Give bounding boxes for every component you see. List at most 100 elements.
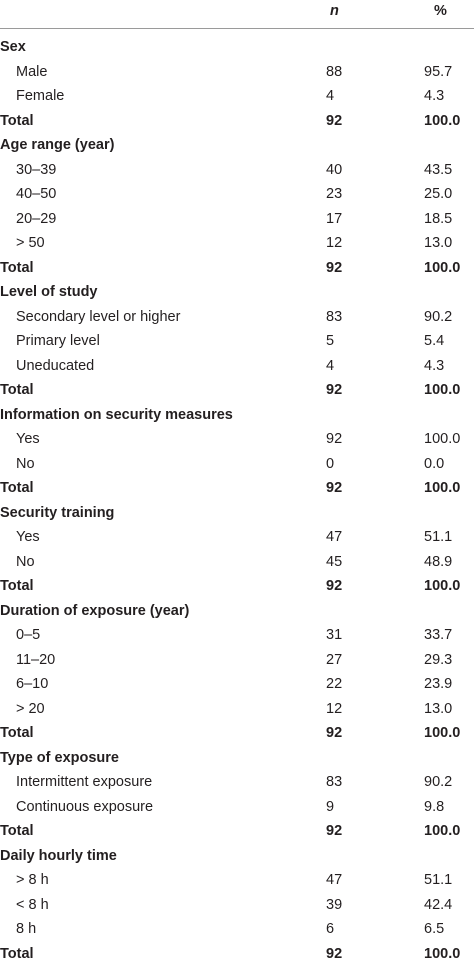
row-label: Secondary level or higher xyxy=(16,308,181,325)
row-label: > 8 h xyxy=(16,872,49,888)
row-n: 27 xyxy=(326,651,343,668)
row-label: Primary level xyxy=(16,333,100,349)
row-pct: 6.5 xyxy=(424,921,445,937)
total-n: 92 xyxy=(326,945,343,962)
data-row: > 8 h 47 51.1 xyxy=(0,868,474,892)
row-pct: 90.2 xyxy=(424,774,453,790)
data-row: Primary level 5 5.4 xyxy=(0,329,474,353)
total-label: Total xyxy=(0,725,34,741)
row-pct: 33.7 xyxy=(424,627,453,643)
row-pct: 0.0 xyxy=(424,455,445,472)
data-row: No 45 48.9 xyxy=(0,550,474,574)
total-row: Total 92 100.0 xyxy=(0,574,474,598)
total-label: Total xyxy=(0,259,34,276)
section-title: Information on security measures xyxy=(0,406,233,423)
row-pct: 5.4 xyxy=(424,333,445,349)
row-pct: 23.9 xyxy=(424,676,453,692)
row-pct: 43.5 xyxy=(424,161,453,178)
row-label: 20–29 xyxy=(16,210,57,227)
row-pct: 25.0 xyxy=(424,186,453,202)
header-pct: % xyxy=(434,3,447,19)
section-title: Security training xyxy=(0,504,115,521)
row-label: Yes xyxy=(16,431,40,447)
total-n: 92 xyxy=(326,480,343,496)
data-row: 20–29 17 18.5 xyxy=(0,207,474,231)
section-row: Security training xyxy=(0,501,474,525)
data-row: Yes 92 100.0 xyxy=(0,427,474,451)
row-label: 0–5 xyxy=(16,627,41,643)
row-label: 11–20 xyxy=(16,651,56,668)
data-row: Uneducated 4 4.3 xyxy=(0,354,474,378)
data-row: Continuous exposure 9 9.8 xyxy=(0,795,474,819)
total-n: 92 xyxy=(326,259,343,276)
data-row: Intermittent exposure 83 90.2 xyxy=(0,770,474,794)
total-row: Total 92 100.0 xyxy=(0,109,474,133)
row-pct: 100.0 xyxy=(424,431,461,447)
row-n: 23 xyxy=(326,186,343,202)
row-n: 0 xyxy=(326,455,335,472)
row-label: > 20 xyxy=(16,700,45,717)
row-n: 6 xyxy=(326,921,335,937)
row-label: Yes xyxy=(16,529,40,545)
total-n: 92 xyxy=(326,382,343,398)
row-label: 6–10 xyxy=(16,676,49,692)
data-row: 40–50 23 25.0 xyxy=(0,182,474,206)
row-label: 30–39 xyxy=(16,161,57,178)
section-row: Information on security measures xyxy=(0,403,474,427)
total-pct: 100.0 xyxy=(424,382,461,398)
row-n: 12 xyxy=(326,235,343,251)
data-row: 6–10 22 23.9 xyxy=(0,672,474,696)
total-pct: 100.0 xyxy=(424,259,461,276)
total-pct: 100.0 xyxy=(424,480,461,496)
row-pct: 51.1 xyxy=(424,872,453,888)
total-row: Total 92 100.0 xyxy=(0,378,474,402)
data-row: Female 4 4.3 xyxy=(0,84,474,108)
row-pct: 48.9 xyxy=(424,553,453,570)
row-n: 47 xyxy=(326,872,343,888)
section-title: Level of study xyxy=(0,284,98,300)
total-n: 92 xyxy=(326,823,343,839)
total-n: 92 xyxy=(326,578,343,594)
section-row: Sex xyxy=(0,35,474,59)
row-n: 4 xyxy=(326,88,335,104)
data-row: Yes 47 51.1 xyxy=(0,525,474,549)
row-n: 5 xyxy=(326,333,335,349)
data-row: 0–5 31 33.7 xyxy=(0,623,474,647)
row-label: Uneducated xyxy=(16,357,95,374)
row-pct: 18.5 xyxy=(424,210,453,227)
total-pct: 100.0 xyxy=(424,578,461,594)
row-pct: 13.0 xyxy=(424,700,453,717)
section-title: Sex xyxy=(0,39,26,55)
section-title: Age range (year) xyxy=(0,137,115,153)
data-row: < 8 h 39 42.4 xyxy=(0,893,474,917)
section-row: Duration of exposure (year) xyxy=(0,599,474,623)
row-label: Male xyxy=(16,63,48,80)
data-row: 8 h 6 6.5 xyxy=(0,917,474,941)
data-row: > 20 12 13.0 xyxy=(0,697,474,721)
row-n: 31 xyxy=(326,627,343,643)
row-label: Continuous exposure xyxy=(16,798,154,815)
row-pct: 4.3 xyxy=(424,88,445,104)
total-label: Total xyxy=(0,823,34,839)
row-n: 47 xyxy=(326,529,343,545)
row-n: 4 xyxy=(326,357,335,374)
row-label: 8 h xyxy=(16,921,37,937)
row-n: 92 xyxy=(326,431,343,447)
data-row: Male 88 95.7 xyxy=(0,60,474,84)
section-row: Level of study xyxy=(0,280,474,304)
total-label: Total xyxy=(0,112,34,129)
row-n: 45 xyxy=(326,553,343,570)
row-label: Intermittent exposure xyxy=(16,774,153,790)
section-row: Daily hourly time xyxy=(0,844,474,868)
row-label: 40–50 xyxy=(16,186,57,202)
row-label: No xyxy=(16,455,35,472)
row-pct: 42.4 xyxy=(424,896,453,913)
total-n: 92 xyxy=(326,725,343,741)
row-pct: 9.8 xyxy=(424,798,445,815)
total-pct: 100.0 xyxy=(424,823,461,839)
data-row: No 0 0.0 xyxy=(0,452,474,476)
total-pct: 100.0 xyxy=(424,725,461,741)
total-label: Total xyxy=(0,382,34,398)
total-label: Total xyxy=(0,945,34,962)
